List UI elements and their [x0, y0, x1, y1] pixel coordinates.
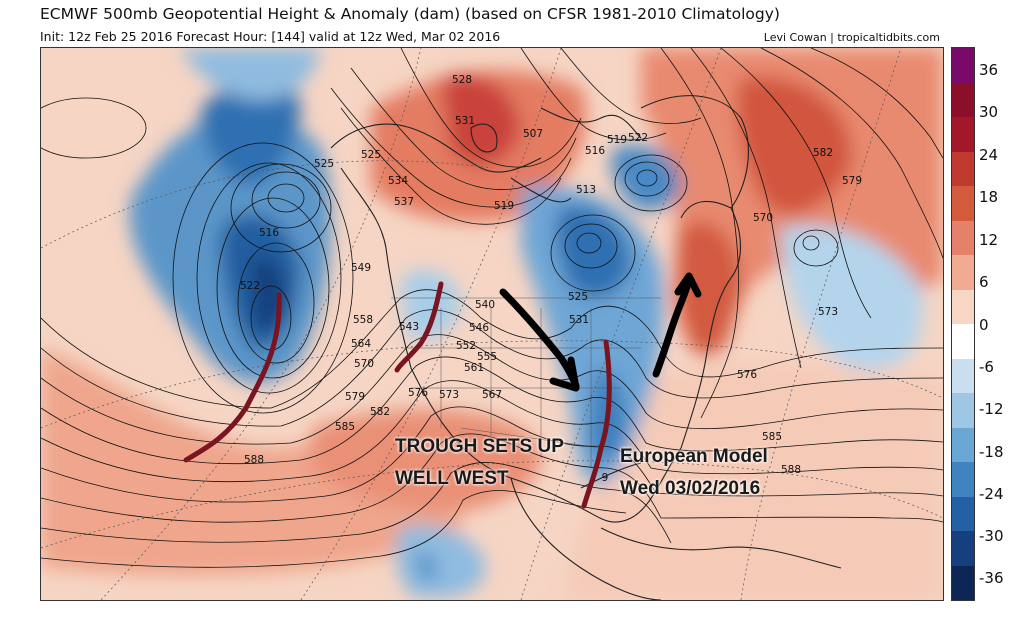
contour-label: 567 — [481, 389, 503, 401]
colorbar-label: 12 — [979, 231, 999, 249]
colorbar-label: -24 — [979, 485, 1004, 503]
contour-label: 531 — [454, 115, 476, 127]
map-title: ECMWF 500mb Geopotential Height & Anomal… — [40, 5, 780, 23]
colorbar-label: 30 — [979, 103, 999, 121]
trough-annotation-line2: WELL WEST — [395, 468, 509, 489]
map-subtitle: Init: 12z Feb 25 2016 Forecast Hour: [14… — [40, 29, 501, 44]
colorbar-label: 36 — [979, 61, 999, 79]
contour-label: 576 — [736, 369, 758, 381]
colorbar-swatch — [952, 151, 974, 186]
contour-label: 525 — [360, 149, 382, 161]
contour-label: 585 — [761, 431, 783, 443]
contour-label: 537 — [393, 196, 415, 208]
colorbar-swatch — [952, 393, 974, 428]
colorbar-swatch — [952, 186, 974, 221]
trough-marker-east — [581, 339, 612, 509]
contour-label: 516 — [258, 227, 280, 239]
contour-label: 519 — [606, 134, 628, 146]
contour-label: 534 — [387, 175, 409, 187]
contour-label: 555 — [476, 351, 498, 363]
northeast-arrowhead — [674, 272, 702, 298]
colorbar-label: 0 — [979, 316, 989, 334]
contour-label: 576 — [407, 387, 429, 399]
contour-label: 588 — [780, 464, 802, 476]
contour-label: 564 — [350, 338, 372, 350]
contour-label: 582 — [369, 406, 391, 418]
trough-marker-west — [183, 292, 282, 463]
contour-label: 573 — [817, 306, 839, 318]
colorbar-label: -30 — [979, 527, 1004, 545]
colorbar-label: -6 — [979, 358, 994, 376]
colorbar-swatch — [952, 496, 974, 531]
colorbar-label: 24 — [979, 146, 999, 164]
contour-label: 528 — [451, 74, 473, 86]
contour-label: 561 — [463, 362, 485, 374]
colorbar-swatch — [952, 255, 974, 290]
colorbar-label: 6 — [979, 273, 989, 291]
colorbar-swatch — [952, 117, 974, 152]
contour-label: 558 — [352, 314, 374, 326]
colorbar-swatch — [952, 82, 974, 117]
contour-label: 585 — [334, 421, 356, 433]
contour-label: 588 — [243, 454, 265, 466]
contour-label: 540 — [474, 299, 496, 311]
southeast-arrowhead — [549, 356, 580, 392]
model-annotation-line2: Wed 03/02/2016 — [620, 478, 761, 499]
colorbar-swatch — [952, 427, 974, 462]
contour-label: 570 — [752, 212, 774, 224]
contour-label: 543 — [398, 321, 420, 333]
northeast-arrow — [652, 276, 693, 378]
contour-label: 9 — [601, 472, 609, 484]
contour-label: 579 — [344, 391, 366, 403]
colorbar-swatch — [952, 289, 974, 324]
colorbar-swatch — [952, 358, 974, 393]
model-annotation-line1: European Model — [620, 446, 768, 467]
colorbar-label: -12 — [979, 400, 1004, 418]
contour-label: 525 — [313, 158, 335, 170]
coastlines — [330, 95, 842, 600]
contour-label: 519 — [493, 200, 515, 212]
trough-marker-lines — [183, 281, 612, 509]
anomaly-colorbar — [951, 47, 975, 601]
colorbar-label: -18 — [979, 443, 1004, 461]
colorbar-swatch — [952, 324, 974, 359]
contour-label: 546 — [468, 322, 490, 334]
borders — [391, 297, 661, 468]
map-canvas — [41, 48, 943, 600]
contour-label: 516 — [584, 145, 606, 157]
contour-label: 507 — [522, 128, 544, 140]
colorbar-swatch — [952, 565, 974, 600]
map-credit: Levi Cowan | tropicaltidbits.com — [763, 31, 940, 44]
contour-label: 525 — [567, 291, 589, 303]
contour-label: 513 — [575, 184, 597, 196]
colorbar-swatch — [952, 48, 974, 83]
contour-label: 531 — [568, 314, 590, 326]
contour-label: 570 — [353, 358, 375, 370]
colorbar-swatch — [952, 531, 974, 566]
height-contours — [41, 48, 943, 568]
trough-marker-rockies — [394, 281, 444, 373]
contour-label: 522 — [239, 280, 261, 292]
flow-arrows — [499, 272, 702, 392]
trough-annotation-line1: TROUGH SETS UP — [395, 436, 564, 457]
contour-label: 552 — [455, 340, 477, 352]
contour-label: 579 — [841, 175, 863, 187]
lat-lon-grid — [41, 48, 943, 600]
colorbar-swatch — [952, 220, 974, 255]
contour-label: 582 — [812, 147, 834, 159]
height-anomaly-map: 528 531 507 516 519 522 525 525 534 537 … — [40, 47, 944, 601]
contour-label: 549 — [350, 262, 372, 274]
colorbar-label: 18 — [979, 188, 999, 206]
colorbar-label: -36 — [979, 569, 1004, 587]
contour-label: 573 — [438, 389, 460, 401]
contour-label: 522 — [627, 132, 649, 144]
colorbar-swatch — [952, 462, 974, 497]
